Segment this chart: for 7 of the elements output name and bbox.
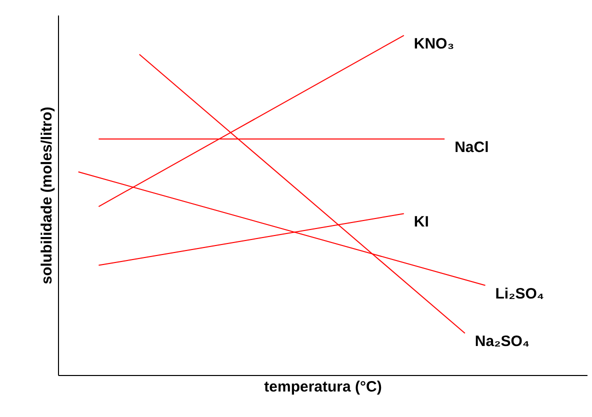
x-axis-title: temperatura (°C) — [264, 378, 382, 396]
series-label: Na₂SO₄ — [474, 333, 530, 350]
series-label: KI — [414, 214, 429, 231]
series-label: NaCl — [454, 138, 489, 156]
series-label: KNO₃ — [414, 35, 454, 52]
series-label: Li₂SO₄ — [495, 285, 544, 302]
y-axis-title: solubilidade (moles/litro) — [38, 106, 56, 284]
